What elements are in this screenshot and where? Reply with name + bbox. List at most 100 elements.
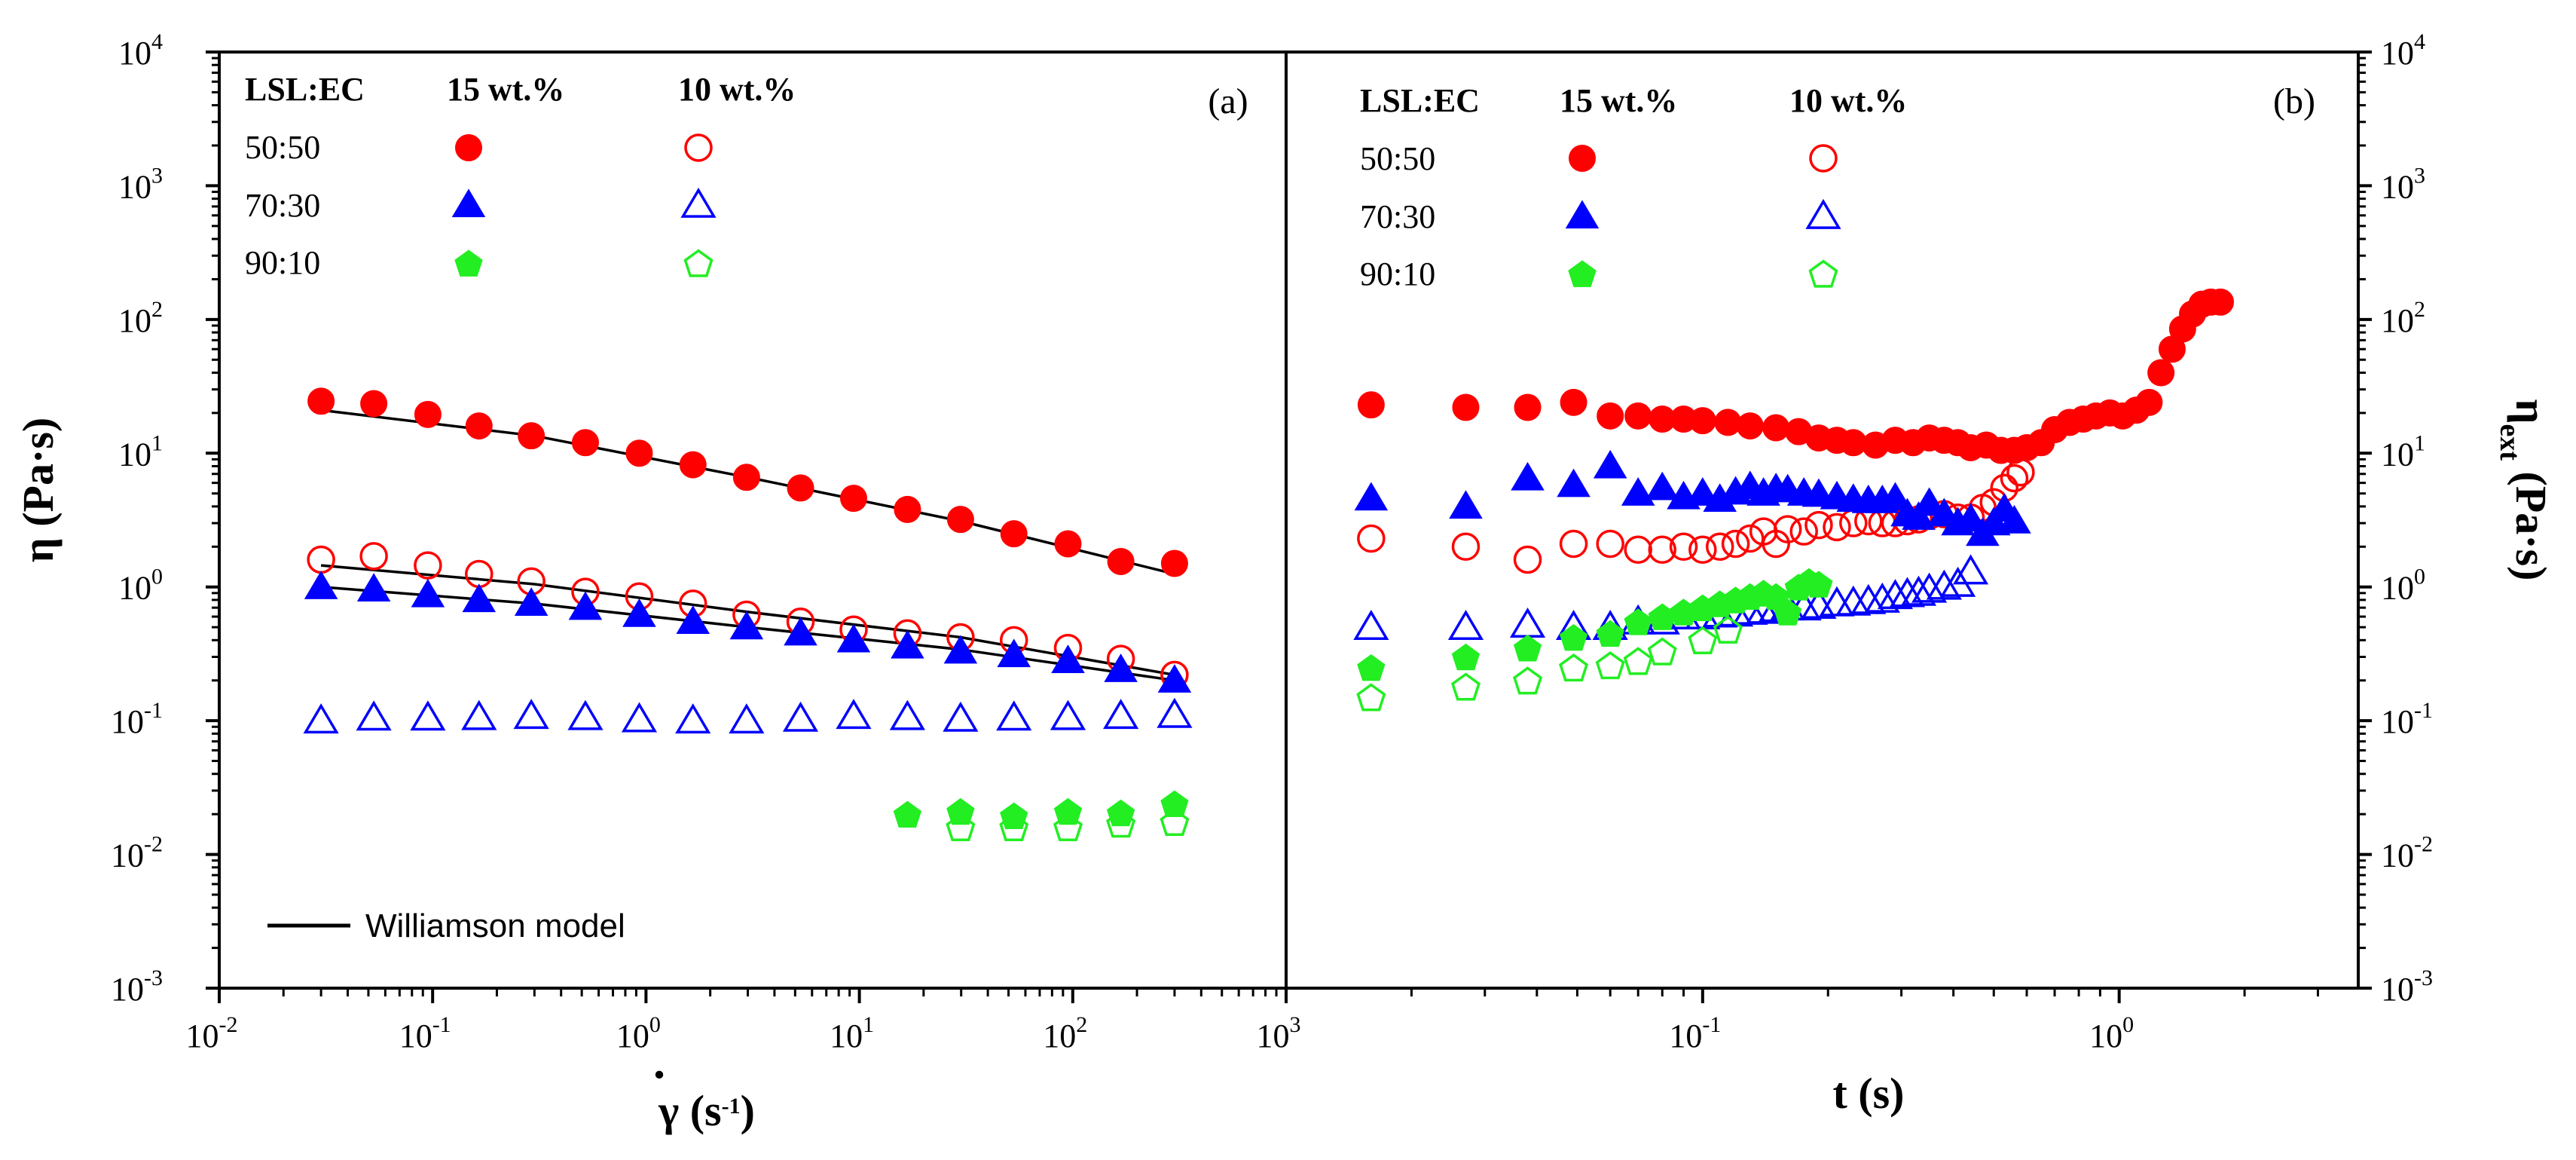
panel-b-point-s3 <box>1511 461 1545 491</box>
panel-a-x-tick-label: 102 <box>1043 1012 1087 1054</box>
panel-a-point-s2 <box>359 542 388 571</box>
panel-a-point-s1 <box>360 390 388 418</box>
legend-b-marker-circle-open <box>1809 144 1838 173</box>
panel-a-y-tick-label: 104 <box>118 29 163 72</box>
panel-b-x-tick-label: 10-1 <box>1669 1012 1721 1054</box>
panel-a-x-tick-label: 10-1 <box>399 1012 451 1054</box>
panel-b-label: (b) <box>2273 81 2315 121</box>
panel-b-x-axis-title: t (s) <box>1832 1069 1904 1118</box>
panel-b-point-s5 <box>1513 634 1542 662</box>
panel-b-point-s1 <box>2147 359 2175 387</box>
panel-a-point-s6 <box>999 813 1029 841</box>
legend-b-marker-circle-filled <box>1569 145 1596 172</box>
panel-b-point-s6 <box>1450 672 1481 701</box>
panel-a-point-s6 <box>1160 807 1190 837</box>
legend-a-marker-pentagon-filled <box>454 249 483 277</box>
panel-a-point-s1 <box>1107 547 1135 575</box>
panel-a-point-s3 <box>997 638 1031 668</box>
panel-b-point-s3 <box>1685 477 1720 506</box>
panel-a-y-tick-label: 10-3 <box>111 966 163 1008</box>
panel-b-point-s3 <box>1878 482 1912 511</box>
panel-a-y-tick-label: 103 <box>118 163 163 205</box>
panel-b-point-s2 <box>1688 535 1717 565</box>
panel-b-point-s5 <box>1774 598 1802 626</box>
panel-b-legend-markers <box>1565 144 1841 288</box>
panel-b-point-s4 <box>1447 610 1484 641</box>
legend-b-header: LSL:EC <box>1360 82 1480 119</box>
panel-a-point-s3 <box>622 598 656 627</box>
panel-b-y-tick-label: 101 <box>2381 430 2425 473</box>
panel-a-point-s6 <box>1106 810 1136 838</box>
panel-b-point-s2 <box>1624 535 1652 565</box>
panel-b-point-s1 <box>1597 402 1624 430</box>
panel-a-point-s3 <box>1104 653 1138 682</box>
panel-a-point-s4 <box>356 700 392 731</box>
panel-b-point-s1 <box>1714 409 1742 436</box>
panel-a-point-s5 <box>1053 797 1083 825</box>
panel-b-point-s3 <box>1645 471 1679 500</box>
panel-b-point-s4 <box>1911 572 1948 603</box>
panel-a-point-s3 <box>514 587 549 617</box>
legend-b-col1: 15 wt.% <box>1560 82 1677 119</box>
legend-b-col2: 10 wt.% <box>1789 82 1907 119</box>
panel-a-point-s4 <box>410 700 446 731</box>
panel-a-point-s1 <box>571 429 599 457</box>
panel-b-point-s2 <box>1669 532 1698 562</box>
panel-b-point-s6 <box>1647 637 1677 666</box>
panel-b-point-s3 <box>1449 490 1483 519</box>
panel-b-point-s6 <box>1356 683 1386 712</box>
panel-a-point-s2 <box>414 551 442 580</box>
panel-b-frame <box>1285 51 2360 990</box>
panel-a-x-axis-title: γ (s-1) <box>658 1086 755 1135</box>
panel-b-y-tick-label: 102 <box>2381 297 2425 339</box>
panel-b-point-s2 <box>1823 513 1851 542</box>
panel-b-x-tick-label: 100 <box>2089 1012 2134 1054</box>
legend-a-marker-circle-filled <box>455 134 482 161</box>
panel-a-fit-line-1 <box>320 409 1175 576</box>
panel-b-point-s5 <box>1596 620 1624 647</box>
panel-a-point-s4 <box>889 699 925 730</box>
panel-b-point-s1 <box>2207 288 2235 316</box>
panel-a-x-tick-label: 100 <box>616 1012 661 1054</box>
panel-b-point-s3 <box>1593 449 1627 479</box>
panel-b-point-s4 <box>1850 583 1887 614</box>
panel-a-x-tick-label: 103 <box>1257 1012 1301 1054</box>
panel-a-point-s3 <box>462 583 497 613</box>
panel-a-y-tick-label: 10-1 <box>111 698 163 740</box>
panel-b-point-s4 <box>1877 579 1914 610</box>
panel-a-y-tick-label: 10-2 <box>111 832 163 874</box>
panel-b-point-s2 <box>1357 524 1386 553</box>
data-points <box>303 288 2235 841</box>
panel-b-point-s2 <box>1705 532 1734 562</box>
legend-a-marker-triangle-filled <box>451 188 486 218</box>
panel-b-point-s5 <box>1804 571 1833 598</box>
panel-a-point-s3 <box>784 617 817 646</box>
panel-a-label: (a) <box>1208 81 1248 121</box>
panel-a-x-tick-label: 10-2 <box>186 1012 238 1054</box>
panel-b-point-s2 <box>2000 464 2029 493</box>
panel-a-point-s5 <box>1160 790 1189 817</box>
panel-b-point-s3 <box>1912 487 1946 516</box>
legend-b-row-2: 70:30 <box>1360 198 1435 235</box>
panel-a-point-s3 <box>356 573 391 602</box>
panel-a-point-s4 <box>675 703 711 734</box>
panel-a-point-s3 <box>836 623 871 653</box>
panel-b-point-s5 <box>1357 653 1386 681</box>
legend-b-row-1: 50:50 <box>1360 140 1435 177</box>
panel-a-legend: LSL:EC 15 wt.% 10 wt.% 50:50 70:30 90:10 <box>245 71 796 281</box>
panel-b-point-s3 <box>1557 468 1591 497</box>
panel-a-point-s3 <box>304 571 338 599</box>
panel-a-point-s1 <box>518 422 545 450</box>
panel-b-point-s4 <box>1509 608 1546 638</box>
panel-a-point-s6 <box>946 813 976 841</box>
panel-a-point-s4 <box>621 702 658 733</box>
legend-b-marker-pentagon-filled <box>1568 260 1597 287</box>
panel-a-point-s3 <box>1051 644 1085 673</box>
panel-a-point-s3 <box>676 605 710 634</box>
panel-b-point-s6 <box>1623 647 1653 675</box>
panel-a-x-axis-dot: · <box>651 1048 667 1101</box>
panel-a-point-s4 <box>461 699 497 730</box>
panel-b-y-axis-title: ηext (Pa·s) <box>2494 399 2556 581</box>
legend-a-marker-triangle-open <box>680 187 717 218</box>
panel-b-point-s1 <box>1624 402 1652 430</box>
